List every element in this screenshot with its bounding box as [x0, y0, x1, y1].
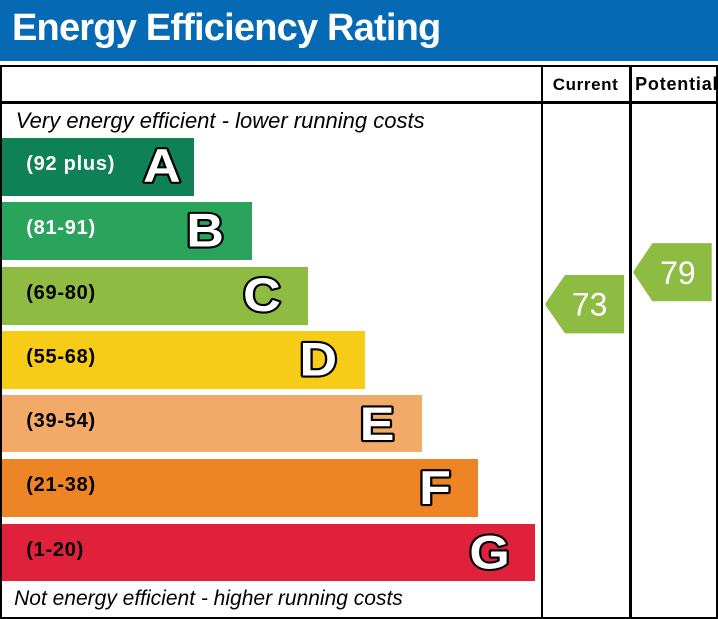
svg-text:A: A [143, 139, 181, 192]
svg-text:F: F [419, 461, 451, 514]
svg-text:G: G [469, 526, 509, 579]
svg-text:D: D [300, 333, 338, 386]
svg-text:E: E [360, 397, 395, 450]
svg-text:B: B [186, 204, 224, 257]
svg-text:C: C [243, 268, 281, 321]
svg-text:73: 73 [572, 287, 608, 323]
svg-text:79: 79 [660, 255, 696, 291]
